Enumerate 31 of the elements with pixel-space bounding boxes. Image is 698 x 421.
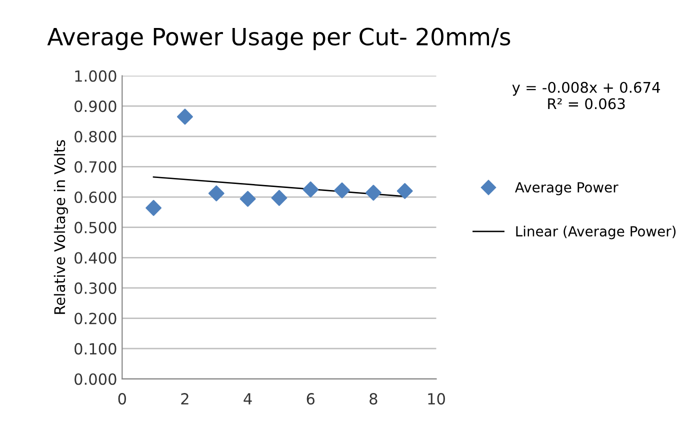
y-tick-label: 0.100 <box>74 343 116 355</box>
x-tick-label: 8 <box>370 393 378 405</box>
y-tick-label: 0.500 <box>74 222 116 234</box>
text: y = -0.008x + 0.674 R² = 0.063 <box>512 82 660 110</box>
point <box>365 184 382 201</box>
point <box>240 190 256 207</box>
y-tick-label: 0.400 <box>74 252 116 264</box>
point <box>208 185 224 202</box>
y-axis-title: Relative Voltage in Volts <box>54 140 68 314</box>
y-tick-label: 1.000 <box>75 70 116 82</box>
x-tick-label: 2 <box>181 393 188 404</box>
y-tick-label: 0.600 <box>74 191 116 204</box>
legend-label: Linear (Average Power) <box>516 226 676 240</box>
point <box>176 108 193 125</box>
x-tick-label: 0 <box>118 393 126 405</box>
point <box>146 200 162 216</box>
y-tick-label: 0.700 <box>74 161 116 173</box>
x-tick-label: 6 <box>306 393 315 405</box>
y-tick-label: 0.800 <box>74 130 116 142</box>
point <box>396 182 413 199</box>
point <box>334 182 350 198</box>
x-tick-label: 10 <box>428 393 445 405</box>
point <box>302 181 319 198</box>
y-tick-label: 0.200 <box>74 312 116 324</box>
y-tick-label: 0.000 <box>74 373 116 385</box>
point <box>271 190 288 206</box>
x-tick-label: 4 <box>244 393 252 404</box>
y-tick-label: 0.900 <box>74 100 116 112</box>
chart-title: Average Power Usage per Cut- 20mm/s <box>47 28 510 50</box>
y-tick-label: 0.300 <box>74 282 116 294</box>
legend-label: Average Power <box>514 182 618 196</box>
